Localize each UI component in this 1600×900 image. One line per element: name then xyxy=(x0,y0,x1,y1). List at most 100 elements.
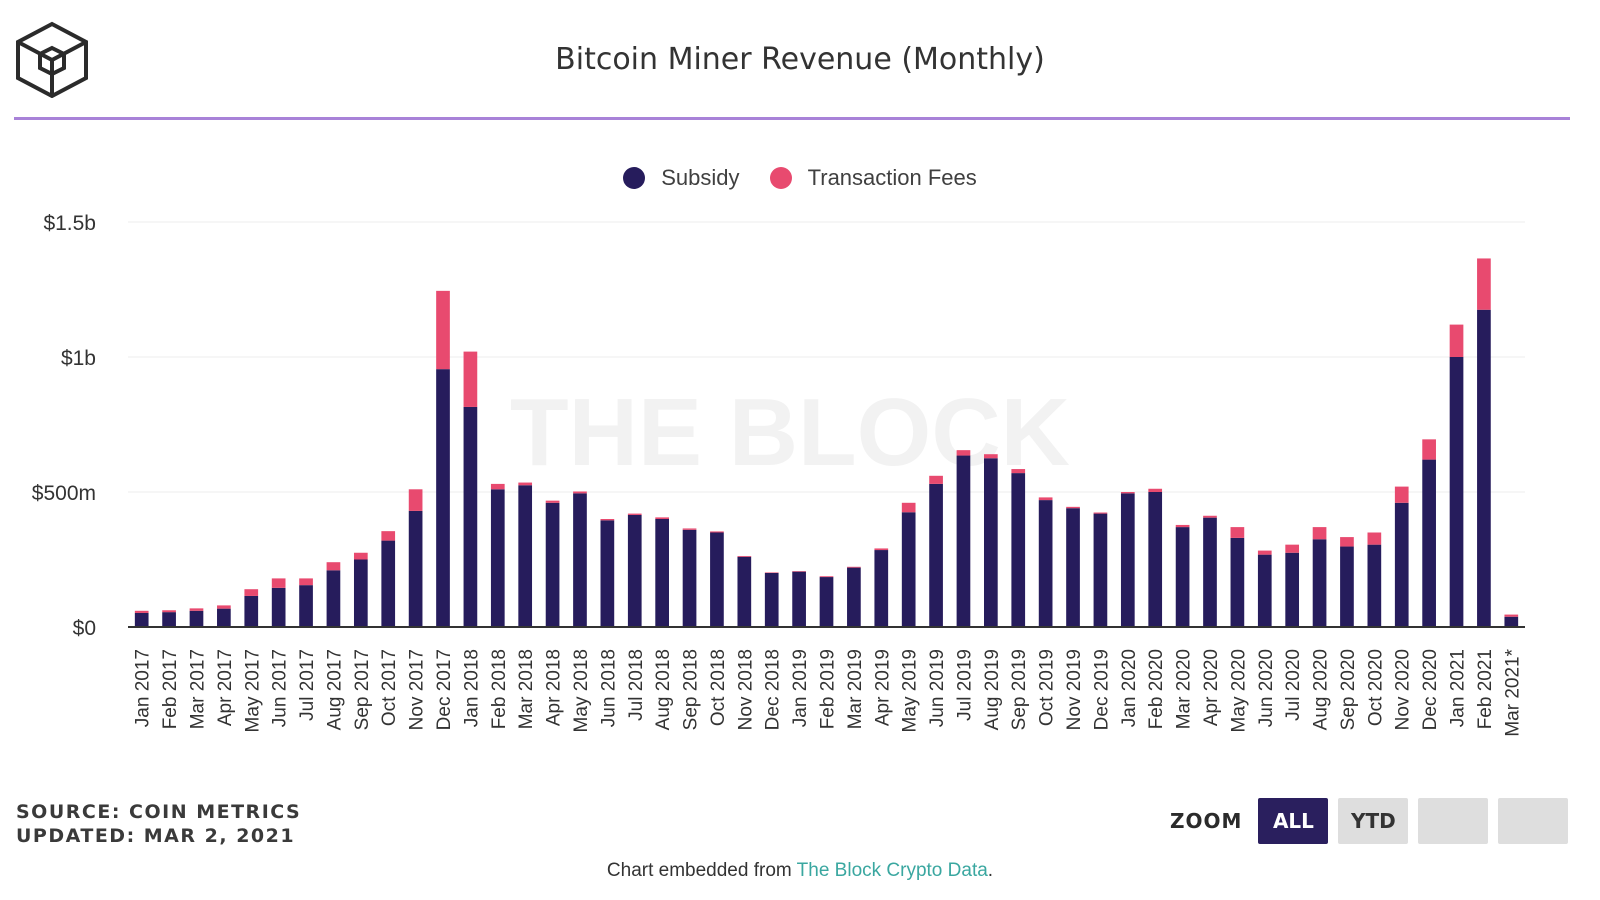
bar-subsidy[interactable] xyxy=(162,612,176,627)
bar-transaction-fees[interactable] xyxy=(1422,439,1436,460)
bar-transaction-fees[interactable] xyxy=(655,517,669,519)
bar-subsidy[interactable] xyxy=(792,571,806,627)
bar-subsidy[interactable] xyxy=(984,458,998,627)
bar-transaction-fees[interactable] xyxy=(1066,506,1080,509)
bar-transaction-fees[interactable] xyxy=(682,528,697,530)
zoom-all-button[interactable]: ALL xyxy=(1258,798,1329,844)
bar-subsidy[interactable] xyxy=(490,489,505,627)
legend-item-subsidy[interactable]: Subsidy xyxy=(623,165,740,191)
bar-transaction-fees[interactable] xyxy=(162,610,176,613)
bar-subsidy[interactable] xyxy=(189,610,204,627)
bar-subsidy[interactable] xyxy=(1340,546,1354,627)
bar-transaction-fees[interactable] xyxy=(710,531,724,533)
bar-transaction-fees[interactable] xyxy=(326,562,341,571)
bar-subsidy[interactable] xyxy=(655,519,669,627)
zoom-blank-button-1[interactable] xyxy=(1418,798,1489,844)
bar-subsidy[interactable] xyxy=(1038,500,1053,627)
bar-transaction-fees[interactable] xyxy=(244,589,259,596)
bar-transaction-fees[interactable] xyxy=(1120,492,1135,494)
bar-transaction-fees[interactable] xyxy=(353,552,368,560)
bar-subsidy[interactable] xyxy=(956,455,971,627)
bar-subsidy[interactable] xyxy=(874,550,889,627)
bar-transaction-fees[interactable] xyxy=(984,454,998,459)
bar-transaction-fees[interactable] xyxy=(847,566,861,568)
bar-subsidy[interactable] xyxy=(682,529,697,627)
bar-subsidy[interactable] xyxy=(1011,473,1026,627)
bar-transaction-fees[interactable] xyxy=(874,548,889,551)
bar-transaction-fees[interactable] xyxy=(1449,324,1464,357)
bar-transaction-fees[interactable] xyxy=(1312,527,1327,540)
bar-transaction-fees[interactable] xyxy=(1367,532,1382,545)
bar-subsidy[interactable] xyxy=(929,483,943,627)
bar-subsidy[interactable] xyxy=(408,510,423,627)
bar-transaction-fees[interactable] xyxy=(217,605,231,609)
bar-transaction-fees[interactable] xyxy=(737,555,752,557)
bar-transaction-fees[interactable] xyxy=(189,608,204,611)
bar-transaction-fees[interactable] xyxy=(600,519,615,521)
bar-subsidy[interactable] xyxy=(1285,552,1300,627)
bar-subsidy[interactable] xyxy=(901,512,916,627)
bar-transaction-fees[interactable] xyxy=(1477,258,1491,310)
bar-subsidy[interactable] xyxy=(847,567,861,627)
bar-transaction-fees[interactable] xyxy=(1504,614,1519,617)
bar-transaction-fees[interactable] xyxy=(1230,527,1245,538)
bar-subsidy[interactable] xyxy=(573,493,587,627)
bar-subsidy[interactable] xyxy=(271,587,286,627)
bar-transaction-fees[interactable] xyxy=(134,610,149,613)
bar-transaction-fees[interactable] xyxy=(792,571,806,572)
bar-subsidy[interactable] xyxy=(217,608,231,627)
legend-item-transaction-fees[interactable]: Transaction Fees xyxy=(769,165,977,191)
bar-transaction-fees[interactable] xyxy=(545,500,560,503)
bar-subsidy[interactable] xyxy=(244,595,259,627)
bar-subsidy[interactable] xyxy=(1120,493,1135,627)
bar-subsidy[interactable] xyxy=(381,540,396,627)
bar-subsidy[interactable] xyxy=(1394,502,1409,627)
bar-subsidy[interactable] xyxy=(1203,517,1217,627)
bar-transaction-fees[interactable] xyxy=(901,502,916,513)
bar-transaction-fees[interactable] xyxy=(1038,497,1053,501)
bar-subsidy[interactable] xyxy=(819,577,834,627)
bar-transaction-fees[interactable] xyxy=(436,290,450,370)
bar-transaction-fees[interactable] xyxy=(271,578,286,588)
bar-subsidy[interactable] xyxy=(627,514,642,627)
bar-transaction-fees[interactable] xyxy=(1203,515,1217,518)
bar-subsidy[interactable] xyxy=(436,369,450,627)
bar-subsidy[interactable] xyxy=(1066,508,1080,627)
bar-subsidy[interactable] xyxy=(134,612,149,627)
bar-transaction-fees[interactable] xyxy=(1340,537,1354,547)
bar-subsidy[interactable] xyxy=(710,532,724,628)
bar-subsidy[interactable] xyxy=(1312,539,1327,627)
bar-transaction-fees[interactable] xyxy=(1148,488,1163,492)
bar-transaction-fees[interactable] xyxy=(299,578,313,586)
bar-subsidy[interactable] xyxy=(299,585,313,627)
bar-subsidy[interactable] xyxy=(353,559,368,628)
embed-link[interactable]: The Block Crypto Data xyxy=(796,860,988,881)
bar-transaction-fees[interactable] xyxy=(1011,469,1026,474)
bar-subsidy[interactable] xyxy=(1449,357,1464,627)
bar-subsidy[interactable] xyxy=(1367,544,1382,627)
bar-transaction-fees[interactable] xyxy=(819,576,834,578)
bar-subsidy[interactable] xyxy=(1477,309,1491,627)
zoom-blank-button-2[interactable] xyxy=(1498,798,1569,844)
bar-transaction-fees[interactable] xyxy=(929,475,943,484)
bar-transaction-fees[interactable] xyxy=(956,450,971,456)
bar-subsidy[interactable] xyxy=(326,570,341,627)
bar-subsidy[interactable] xyxy=(737,556,752,627)
bar-transaction-fees[interactable] xyxy=(490,483,505,490)
bar-transaction-fees[interactable] xyxy=(573,491,587,494)
bar-transaction-fees[interactable] xyxy=(627,513,642,515)
bar-transaction-fees[interactable] xyxy=(518,482,533,486)
bar-transaction-fees[interactable] xyxy=(463,351,478,407)
bar-subsidy[interactable] xyxy=(764,573,779,627)
bar-subsidy[interactable] xyxy=(463,406,478,627)
bar-subsidy[interactable] xyxy=(545,502,560,627)
bar-subsidy[interactable] xyxy=(1093,513,1108,627)
bar-transaction-fees[interactable] xyxy=(764,572,779,573)
bar-subsidy[interactable] xyxy=(1422,459,1436,627)
bar-transaction-fees[interactable] xyxy=(1394,486,1409,503)
bar-transaction-fees[interactable] xyxy=(408,489,423,511)
bar-subsidy[interactable] xyxy=(1257,554,1272,627)
bar-subsidy[interactable] xyxy=(1148,492,1163,627)
bar-subsidy[interactable] xyxy=(600,520,615,627)
bar-transaction-fees[interactable] xyxy=(1093,512,1108,514)
